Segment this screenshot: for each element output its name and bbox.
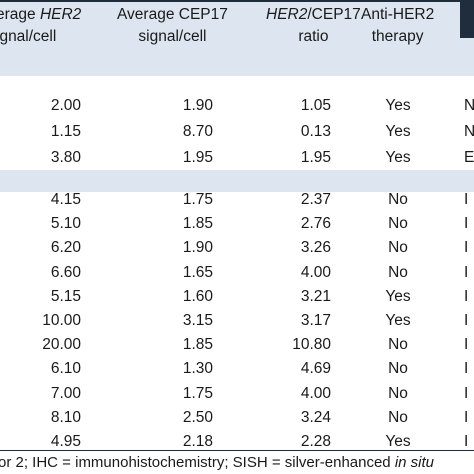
her2-signal-cell: 6.60 — [50, 263, 81, 281]
extra-cell: N — [464, 123, 474, 140]
extra-cell: N — [464, 97, 474, 114]
extra-cell: I — [464, 360, 469, 378]
cep17-signal-cell: 1.75 — [182, 384, 213, 402]
ratio-cell: 4.00 — [300, 384, 331, 402]
therapy-cell: No — [388, 384, 408, 402]
her2-signal-cell: 5.10 — [50, 215, 81, 233]
table-row: 5.15 1.60 3.21 Yes I — [0, 285, 474, 309]
table-row: 4.15 1.75 2.37 No I — [0, 188, 474, 212]
her2-signal-cell: 3.80 — [50, 149, 81, 166]
therapy-cell: Yes — [385, 287, 411, 305]
extra-cell: I — [464, 215, 469, 233]
ratio-cell: 2.76 — [300, 215, 331, 233]
cep17-signal-cell: 1.75 — [182, 191, 213, 208]
ratio-cell: 2.28 — [300, 433, 331, 450]
extra-cell: I — [464, 191, 469, 208]
her2-signal-cell: 6.10 — [50, 360, 81, 378]
extra-cell: I — [464, 336, 469, 354]
ratio-cell: 10.80 — [292, 336, 331, 354]
header-her2-signal: erage HER2 ignal/cell — [0, 6, 82, 45]
her2-signal-cell: 4.15 — [50, 191, 81, 208]
therapy-cell: No — [388, 336, 408, 354]
therapy-cell: No — [388, 263, 408, 281]
her2-signal-cell: 5.15 — [50, 287, 81, 305]
cep17-signal-cell: 1.85 — [182, 336, 213, 354]
ratio-cell: 3.26 — [300, 239, 331, 257]
table-row: 6.60 1.65 4.00 No I — [0, 261, 474, 285]
her2-signal-cell: 1.15 — [50, 123, 81, 140]
ratio-cell: 3.17 — [300, 312, 331, 329]
table-row: 5.10 1.85 2.76 No I — [0, 212, 474, 236]
therapy-cell: No — [388, 408, 408, 426]
header-therapy: Anti-HER2 therapy — [361, 6, 435, 45]
footnote: or 2; IHC = immunohistochemistry; SISH =… — [0, 454, 435, 471]
ratio-cell: 3.24 — [300, 408, 331, 426]
table-row: 6.20 1.90 3.26 No I — [0, 236, 474, 260]
ratio-cell: 0.13 — [300, 123, 331, 140]
footer-rule — [0, 450, 474, 451]
table-row: 4.95 2.18 2.28 Yes I — [0, 430, 474, 454]
extra-cell: I — [464, 408, 469, 426]
table-row: 8.10 2.50 3.24 No I — [0, 406, 474, 430]
therapy-cell: Yes — [385, 149, 411, 166]
table-header — [0, 0, 474, 76]
table-row: 7.00 1.75 4.00 No I — [0, 382, 474, 406]
therapy-cell: No — [388, 191, 408, 208]
therapy-cell: Yes — [385, 97, 411, 114]
her2-signal-cell: 8.10 — [50, 408, 81, 426]
therapy-cell: Yes — [385, 123, 411, 140]
extra-cell: I — [464, 433, 469, 450]
top-rule — [0, 0, 474, 2]
table-row: 20.00 1.85 10.80 No I — [0, 333, 474, 357]
cep17-signal-cell: 2.18 — [182, 433, 213, 450]
cep17-signal-cell: 1.65 — [182, 263, 213, 281]
her2-signal-cell: 20.00 — [42, 336, 81, 354]
extra-cell: E — [464, 149, 474, 166]
therapy-cell: No — [388, 215, 408, 233]
extra-cell: I — [464, 239, 469, 257]
cep17-signal-cell: 8.70 — [182, 123, 213, 140]
ratio-cell: 1.95 — [300, 149, 331, 166]
table-row: 2.00 1.90 1.05 Yes N — [0, 94, 474, 118]
cep17-signal-cell: 1.60 — [182, 287, 213, 305]
her2-signal-cell: 2.00 — [50, 97, 81, 114]
cep17-signal-cell: 1.95 — [182, 149, 213, 166]
extra-cell: I — [464, 384, 469, 402]
her2-signal-cell: 6.20 — [50, 239, 81, 257]
header-cep17-signal: Average CEP17 signal/cell — [117, 6, 228, 45]
ratio-cell: 1.05 — [300, 97, 331, 114]
cep17-signal-cell: 1.90 — [182, 97, 213, 114]
table-row: 10.00 3.15 3.17 Yes I — [0, 309, 474, 333]
her2-signal-cell: 4.95 — [50, 433, 81, 450]
cep17-signal-cell: 1.85 — [182, 215, 213, 233]
ratio-cell: 3.21 — [300, 287, 331, 305]
cep17-signal-cell: 1.30 — [182, 360, 213, 378]
table-row: 3.80 1.95 1.95 Yes E — [0, 146, 474, 170]
cep17-signal-cell: 1.90 — [182, 239, 213, 257]
therapy-cell: No — [388, 239, 408, 257]
extra-cell: I — [464, 287, 469, 305]
ratio-cell: 2.37 — [300, 191, 331, 208]
ratio-cell: 4.69 — [300, 360, 331, 378]
therapy-cell: Yes — [385, 312, 411, 329]
header-dark-box — [460, 2, 474, 38]
therapy-cell: No — [388, 360, 408, 378]
her2-signal-cell: 7.00 — [50, 384, 81, 402]
group-2-separator — [0, 170, 474, 192]
cep17-signal-cell: 3.15 — [182, 312, 213, 329]
extra-cell: I — [464, 312, 469, 329]
her2-signal-cell: 10.00 — [42, 312, 81, 329]
table-row: 6.10 1.30 4.69 No I — [0, 357, 474, 381]
cep17-signal-cell: 2.50 — [182, 408, 213, 426]
therapy-cell: Yes — [385, 433, 411, 450]
ratio-cell: 4.00 — [300, 263, 331, 281]
table-row: 1.15 8.70 0.13 Yes N — [0, 120, 474, 144]
extra-cell: I — [464, 263, 469, 281]
header-ratio: HER2/CEP17 ratio — [266, 6, 361, 45]
